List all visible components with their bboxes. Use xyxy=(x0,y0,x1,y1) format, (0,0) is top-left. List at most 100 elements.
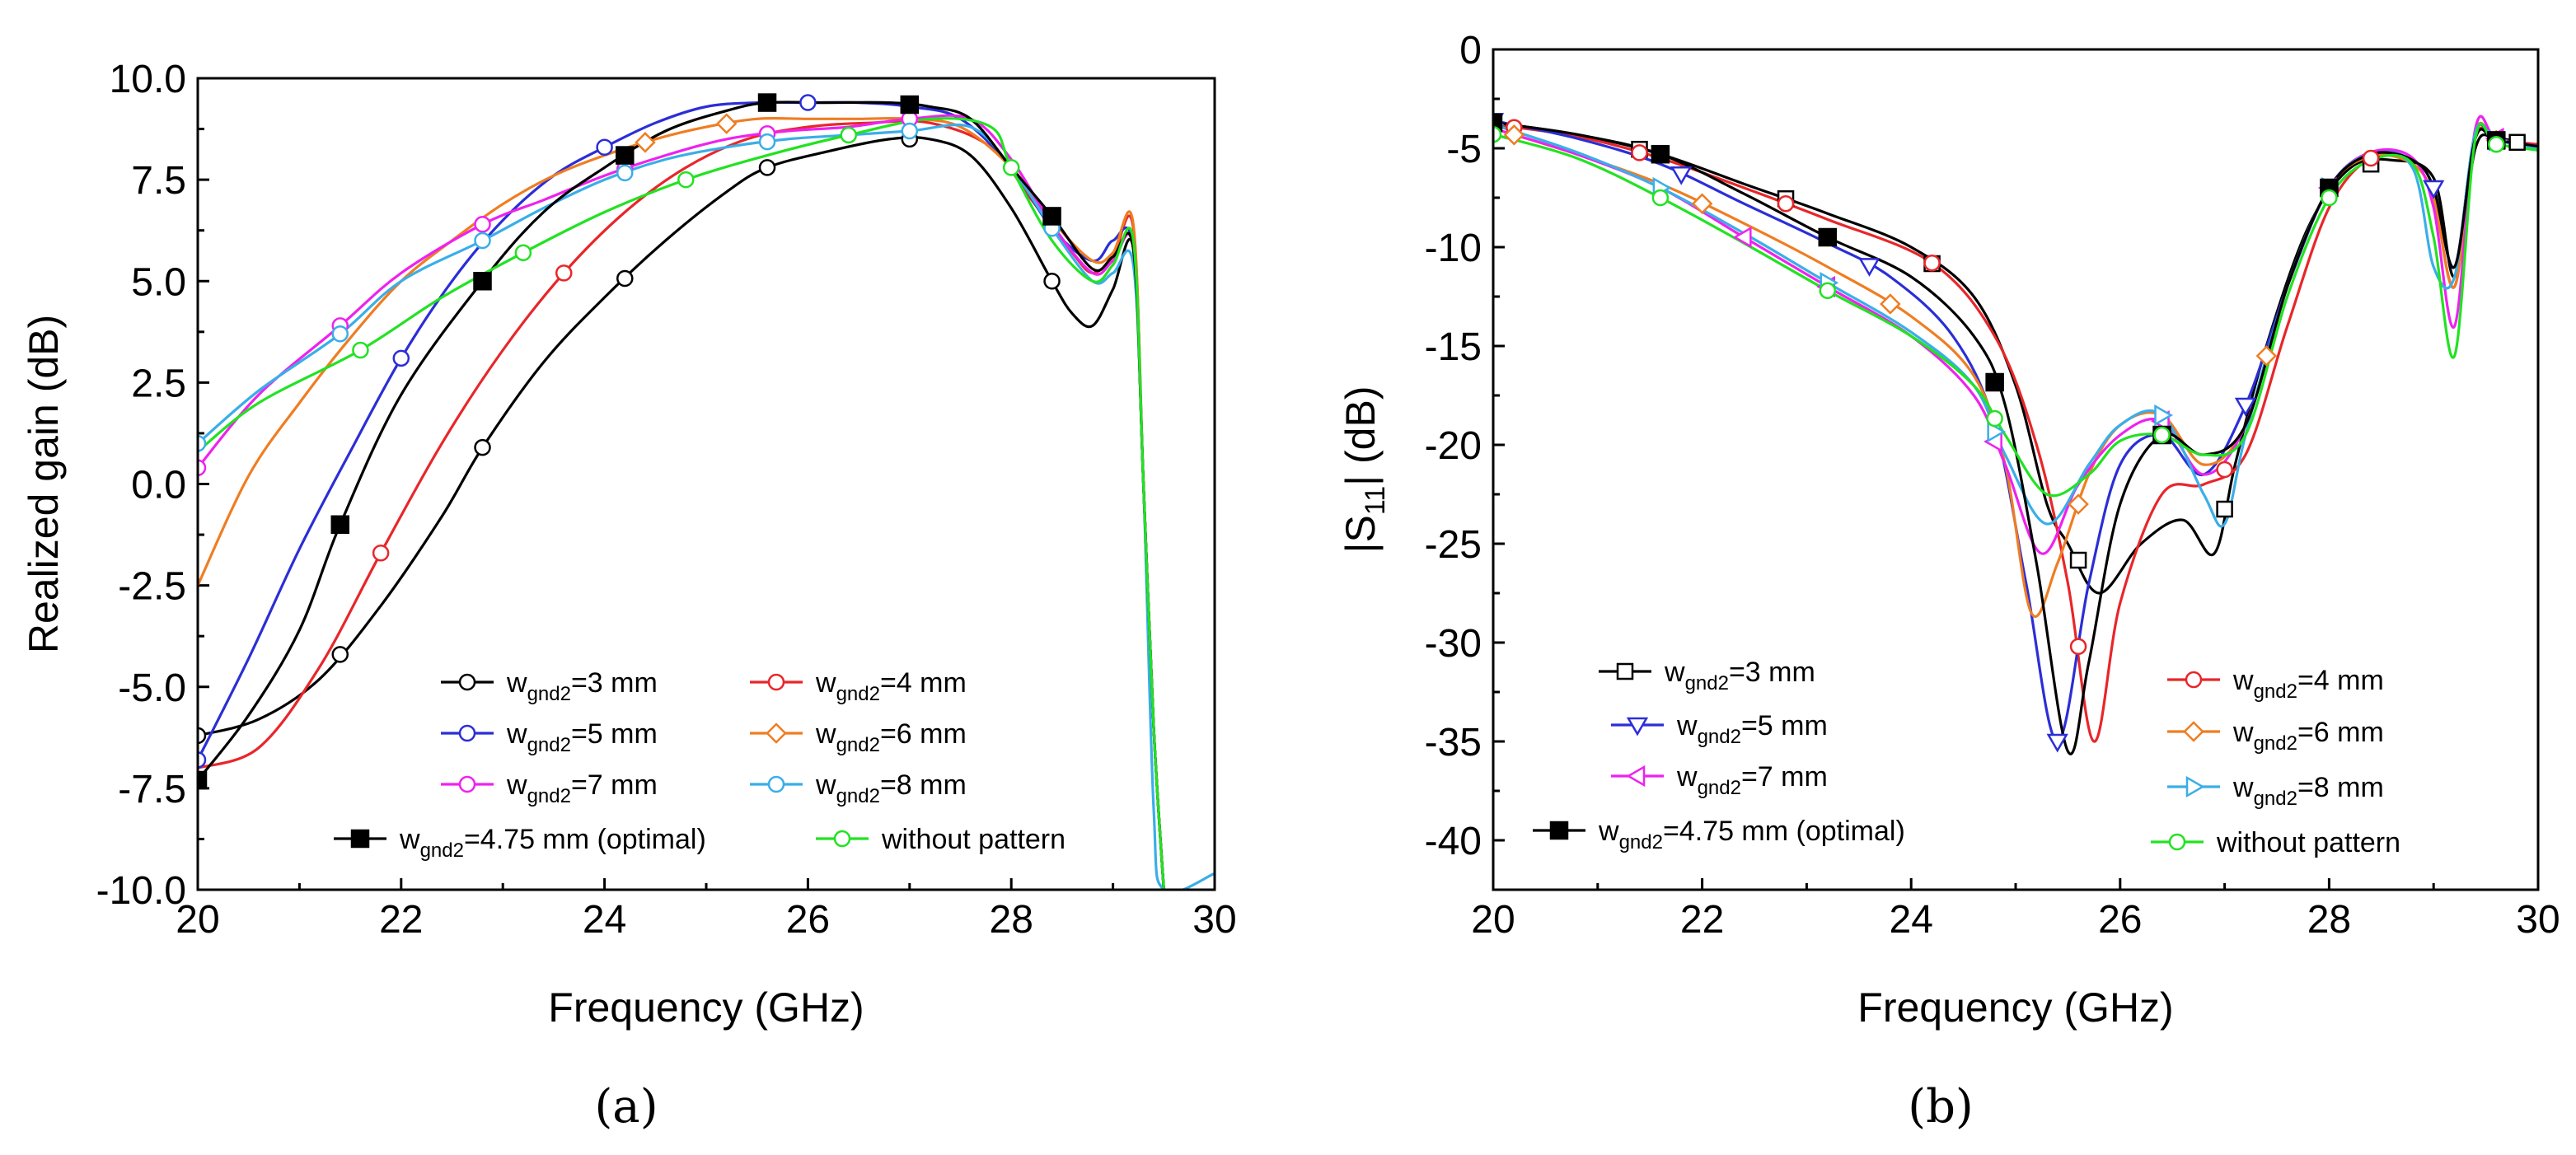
chart-a: 20 22 24 26 28 30 10.0 7.5 5.0 2.5 0.0 -2.5 -5.0 -7.5… xyxy=(21,58,1237,1031)
y-tick-label: -10 xyxy=(1425,227,1482,270)
data-point xyxy=(1042,207,1061,226)
data-point xyxy=(555,264,573,282)
chart-a-y-axis-label: Realized gain (dB) xyxy=(21,315,67,653)
chart-b-frame xyxy=(1492,48,2540,891)
y-tick-label: -35 xyxy=(1425,721,1482,765)
data-point xyxy=(1002,159,1020,176)
data-point xyxy=(352,341,369,359)
data-point xyxy=(677,171,695,189)
series-line-5 xyxy=(198,114,1165,890)
legend-label: without pattern xyxy=(2216,827,2400,858)
data-point xyxy=(198,459,207,477)
data-point xyxy=(514,244,532,262)
data-point xyxy=(1631,144,1648,161)
legend-marker xyxy=(2183,721,2204,742)
chart-b-ticks: 20 22 24 26 28 30 0 -5 -10 -15 -20 -25 -30 -35 -40 xyxy=(1425,29,2560,942)
data-point xyxy=(2488,135,2505,153)
legend-label: without pattern xyxy=(881,824,1066,855)
chart-a-x-axis-label: Frequency (GHz) xyxy=(548,984,864,1031)
chart-b-x-axis-label: Frequency (GHz) xyxy=(1857,984,2173,1031)
legend-marker xyxy=(1616,662,1634,680)
data-point xyxy=(1777,194,1795,213)
data-point xyxy=(474,216,491,233)
chart-a-legend: wgnd2=3 mm wgnd2=4 mm wgnd2=5 mm wgnd2=6 mm… xyxy=(334,667,1066,862)
legend-label: wgnd2=6 mm xyxy=(815,718,967,756)
data-point xyxy=(1818,227,1838,247)
data-point xyxy=(1493,125,1502,143)
data-point xyxy=(616,164,634,182)
chart-a-ticks: 20 22 24 26 28 30 10.0 7.5 5.0 2.5 0.0 -2.5 -5.0 -7.5… xyxy=(96,58,1237,942)
data-point xyxy=(2153,426,2171,444)
data-point xyxy=(1858,258,1880,277)
legend-marker xyxy=(458,724,476,742)
data-point xyxy=(1732,226,1752,249)
series-line-2 xyxy=(1493,123,2538,743)
legend-label: wgnd2=5 mm xyxy=(1676,710,1828,748)
y-tick-label: -30 xyxy=(1425,622,1482,666)
data-point xyxy=(474,231,491,250)
series-line-6 xyxy=(1493,122,2538,528)
data-point xyxy=(198,727,207,745)
legend-marker xyxy=(2185,775,2205,798)
data-point xyxy=(331,325,349,343)
data-point xyxy=(2216,500,2233,518)
data-point xyxy=(1691,193,1713,214)
legend-label: wgnd2=7 mm xyxy=(1676,761,1828,799)
legend-label: wgnd2=4 mm xyxy=(815,667,967,705)
data-point xyxy=(330,515,350,534)
y-tick-label: 5.0 xyxy=(131,260,186,304)
data-point xyxy=(1670,166,1693,185)
data-point xyxy=(473,272,492,291)
data-point xyxy=(198,435,207,452)
data-point xyxy=(1493,113,1503,133)
data-point xyxy=(2255,345,2278,367)
legend-marker xyxy=(2168,833,2186,851)
data-point xyxy=(2508,133,2526,152)
data-point xyxy=(2068,493,2089,515)
series-line-1 xyxy=(198,136,1165,890)
y-tick-label: -15 xyxy=(1425,325,1482,369)
x-tick-label: 30 xyxy=(1192,898,1236,942)
caption-a: (a) xyxy=(594,1080,658,1134)
x-tick-label: 30 xyxy=(2516,898,2560,942)
y-tick-label: 10.0 xyxy=(110,58,186,101)
data-point xyxy=(474,438,491,456)
data-point xyxy=(2069,638,2087,656)
y-tick-label: -5 xyxy=(1446,128,1482,171)
data-point xyxy=(1986,409,2003,428)
legend-label: wgnd2=7 mm xyxy=(506,769,658,807)
legend-label: wgnd2=6 mm xyxy=(2232,717,2384,755)
legend-label: wgnd2=5 mm xyxy=(506,718,658,756)
data-point xyxy=(2321,189,2338,207)
legend-label: wgnd2=4 mm xyxy=(2232,665,2384,703)
data-point xyxy=(757,93,777,112)
legend-label: wgnd2=4.75 mm (optimal) xyxy=(399,824,706,862)
series-line-3 xyxy=(1493,119,2538,743)
series-line-7 xyxy=(1493,121,2538,755)
data-point xyxy=(2234,397,2257,417)
y-tick-label: -10.0 xyxy=(96,869,186,913)
data-point xyxy=(331,646,349,663)
data-point xyxy=(900,95,920,115)
data-point xyxy=(392,349,410,367)
data-point xyxy=(635,132,656,153)
caption-b: (b) xyxy=(1908,1080,1974,1134)
data-point xyxy=(1651,144,1670,164)
y-tick-label: -25 xyxy=(1425,523,1482,567)
data-point xyxy=(1819,282,1837,300)
legend-marker xyxy=(350,829,370,849)
x-tick-label: 24 xyxy=(1890,898,1933,942)
legend-label: wgnd2=4.75 mm (optimal) xyxy=(1598,816,1905,853)
data-point xyxy=(758,159,776,176)
data-point xyxy=(616,146,635,165)
chart-b-plot-area xyxy=(1493,113,2538,755)
legend-marker xyxy=(833,830,851,848)
legend-label: wgnd2=8 mm xyxy=(2232,772,2384,810)
chart-b-y-axis-label: |S11| (dB) xyxy=(1337,386,1391,554)
legend-label: wgnd2=3 mm xyxy=(1664,657,1815,694)
x-tick-label: 24 xyxy=(583,898,626,942)
data-point xyxy=(596,138,613,156)
data-point xyxy=(2362,149,2380,167)
data-point xyxy=(901,122,919,140)
